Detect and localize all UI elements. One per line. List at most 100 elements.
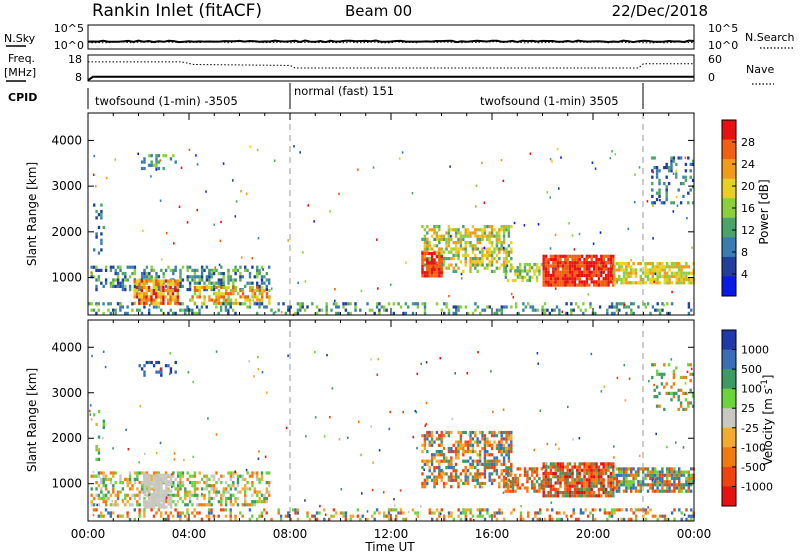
data-cell (222, 508, 225, 512)
data-cell (588, 484, 591, 488)
data-cell (606, 511, 609, 515)
data-cell (200, 265, 204, 269)
data-cell (552, 261, 555, 265)
data-cell (589, 302, 592, 306)
data-cell (200, 268, 204, 272)
data-cell (109, 268, 113, 272)
data-cell (548, 311, 551, 315)
data-cell (522, 308, 525, 312)
data-cell (490, 370, 492, 373)
data-cell (438, 261, 441, 265)
data-cell (150, 292, 153, 296)
data-cell (519, 486, 522, 490)
colorbar-swatch (722, 256, 736, 277)
data-cell (666, 271, 669, 275)
data-cell (649, 262, 652, 266)
colorbar-tick-label: 16 (741, 202, 755, 215)
data-cell (421, 225, 424, 229)
data-cell (483, 508, 487, 512)
data-cell (157, 282, 160, 286)
data-cell (609, 487, 613, 491)
data-cell (595, 254, 598, 258)
data-cell (165, 505, 168, 509)
data-cell (520, 505, 522, 508)
data-cell (414, 511, 417, 515)
data-cell (284, 311, 288, 315)
data-cell (162, 301, 165, 305)
data-cell (533, 467, 536, 471)
data-cell (474, 475, 477, 479)
data-cell (486, 459, 489, 463)
data-cell (430, 228, 434, 232)
data-cell (609, 484, 613, 488)
data-cell (140, 298, 143, 302)
data-cell (438, 443, 441, 447)
data-cell (544, 470, 546, 473)
data-cell (215, 292, 218, 296)
data-cell (632, 271, 635, 275)
data-cell (138, 471, 141, 475)
data-cell (131, 302, 134, 306)
data-cell (651, 483, 654, 487)
data-cell (169, 476, 173, 481)
data-cell (556, 264, 560, 268)
data-cell (516, 480, 519, 484)
data-cell (157, 305, 160, 309)
data-cell (588, 465, 591, 469)
data-cell (486, 253, 489, 257)
data-cell (670, 201, 673, 205)
frequency-line (87, 75, 694, 82)
data-cell (559, 484, 562, 488)
data-cell (188, 148, 191, 151)
data-cell (670, 159, 673, 163)
data-cell (143, 370, 146, 374)
data-cell (585, 484, 589, 488)
y-tick-label: 2000 (51, 225, 82, 239)
data-cell (116, 272, 120, 276)
data-cell (556, 273, 560, 278)
data-cell (469, 260, 472, 264)
data-cell (486, 305, 489, 309)
data-cell (357, 168, 359, 171)
data-cell (179, 474, 182, 478)
data-cell (546, 308, 549, 312)
data-cell (552, 273, 555, 278)
data-cell (126, 514, 129, 518)
data-cell (256, 272, 259, 276)
data-cell (624, 399, 627, 402)
data-cell (401, 151, 404, 154)
data-cell (217, 292, 221, 296)
data-cell (513, 221, 516, 225)
data-cell (565, 311, 568, 315)
data-cell (186, 517, 189, 521)
data-cell (114, 503, 117, 507)
data-cell (588, 478, 591, 482)
data-cell (169, 268, 173, 272)
data-cell (551, 308, 554, 312)
data-cell (342, 305, 345, 309)
data-cell (313, 514, 316, 518)
data-cell (174, 268, 177, 272)
data-cell (167, 282, 170, 286)
data-cell (256, 474, 259, 478)
data-cell (556, 491, 560, 495)
data-cell (632, 480, 635, 484)
data-cell (258, 450, 260, 453)
data-cell (500, 263, 503, 267)
data-cell (486, 508, 489, 512)
data-cell (476, 305, 479, 309)
data-cell (213, 223, 216, 226)
data-cell (258, 496, 261, 501)
data-cell (637, 508, 640, 512)
data-cell (507, 450, 511, 454)
data-cell (498, 481, 501, 486)
data-cell (690, 278, 693, 282)
data-cell (198, 311, 201, 315)
data-cell (658, 483, 662, 487)
data-cell (179, 514, 182, 518)
data-cell (481, 308, 484, 312)
data-cell (486, 225, 489, 229)
data-cell (579, 511, 583, 515)
data-cell (507, 253, 511, 257)
data-cell (564, 264, 567, 268)
